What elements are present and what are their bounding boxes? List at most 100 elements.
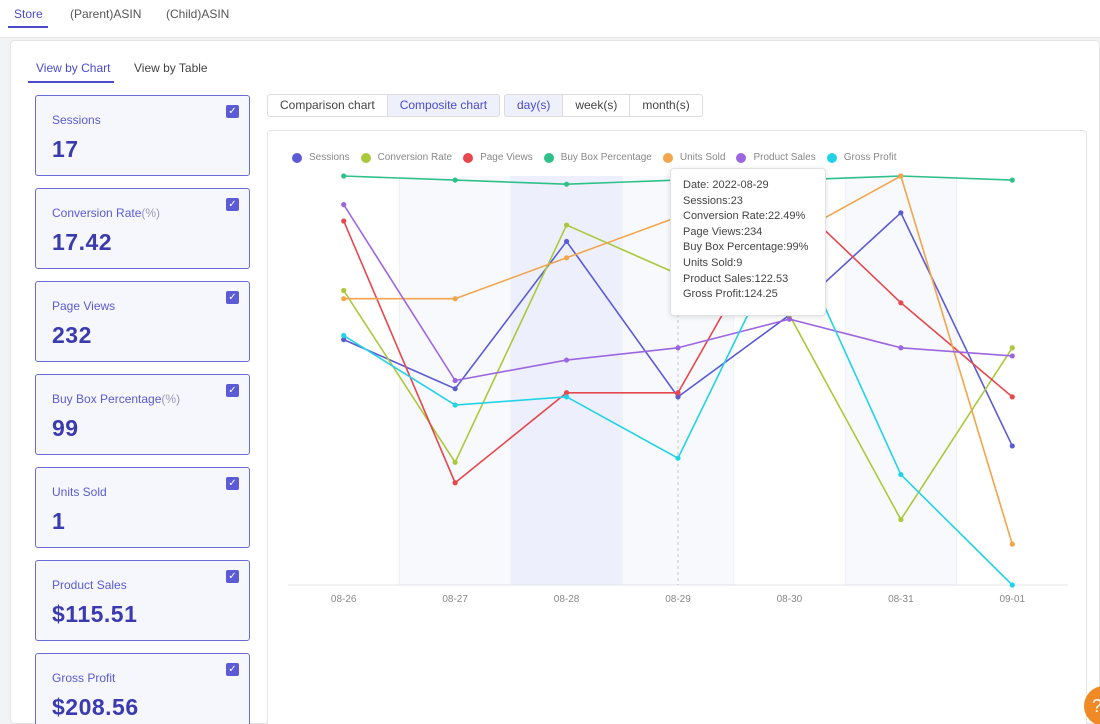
metric-card-page-views[interactable]: Page Views 232 ✓ xyxy=(35,281,250,362)
data-point-buy-box-percentage xyxy=(341,173,347,179)
tab-child-asin[interactable]: (Child)ASIN xyxy=(166,7,230,21)
data-point-conversion-rate xyxy=(452,459,458,465)
data-point-sessions xyxy=(452,386,458,392)
data-point-page-views xyxy=(898,300,904,306)
checkbox-checked-icon[interactable]: ✓ xyxy=(226,291,239,304)
metric-label: Page Views xyxy=(52,299,116,313)
legend-item[interactable]: Conversion Rate xyxy=(360,152,453,163)
metric-label: Conversion Rate(%) xyxy=(52,206,161,220)
tooltip-line: Product Sales:122.53 xyxy=(683,272,789,285)
legend-label: Buy Box Percentage xyxy=(560,152,652,163)
data-point-product-sales xyxy=(786,316,793,322)
legend-dot-icon xyxy=(826,152,837,163)
tab-view-by-table[interactable]: View by Table xyxy=(134,61,208,75)
data-point-units-sold xyxy=(452,296,458,302)
data-point-conversion-rate xyxy=(898,516,904,523)
data-point-product-sales xyxy=(675,345,681,351)
comparison-chart-button[interactable]: Comparison chart xyxy=(267,94,388,117)
line-chart[interactable]: 08-26 08-27 08-28 08-29 08-30 08-31 09-01 xyxy=(268,131,1088,724)
x-tick-label: 09-01 xyxy=(999,594,1025,605)
checkbox-checked-icon[interactable]: ✓ xyxy=(226,663,239,676)
data-point-gross-profit xyxy=(563,394,570,400)
tooltip-line: Buy Box Percentage:99% xyxy=(683,241,809,254)
legend-dot-icon xyxy=(463,152,474,163)
checkbox-checked-icon[interactable]: ✓ xyxy=(226,570,239,583)
metric-value: 232 xyxy=(52,322,92,348)
legend-label: Page Views xyxy=(480,152,533,163)
metric-value: 1 xyxy=(52,508,66,534)
x-tick-label: 08-30 xyxy=(777,594,803,605)
metric-card-product-sales[interactable]: Product Sales $115.51 ✓ xyxy=(35,560,250,641)
metric-card-buy-box-percentage[interactable]: Buy Box Percentage(%) 99 ✓ xyxy=(35,374,250,455)
main-panel: View by Chart View by Table Sessions 17 … xyxy=(10,40,1100,724)
checkbox-checked-icon[interactable]: ✓ xyxy=(226,198,239,211)
data-point-gross-profit xyxy=(675,455,681,461)
data-point-gross-profit xyxy=(452,402,458,408)
legend-label: Gross Profit xyxy=(843,152,897,163)
legend-dot-icon xyxy=(662,152,673,163)
metric-label: Units Sold xyxy=(52,485,107,499)
legend-item[interactable]: Product Sales xyxy=(736,152,816,163)
tooltip-line: Gross Profit:124.25 xyxy=(683,288,778,301)
month-button[interactable]: month(s) xyxy=(630,94,703,117)
tooltip-line: Date: 2022-08-29 xyxy=(683,179,769,191)
data-point-page-views xyxy=(675,390,681,396)
metric-card-units-sold[interactable]: Units Sold 1 ✓ xyxy=(35,467,250,548)
legend-item[interactable]: Sessions xyxy=(292,152,350,163)
legend-item[interactable]: Gross Profit xyxy=(826,152,897,163)
help-chat-icon[interactable]: ? xyxy=(1084,686,1100,724)
x-tick-label: 08-31 xyxy=(888,594,914,605)
chart-mode-toggle: Comparison chart Composite chart xyxy=(267,94,501,117)
active-tab-indicator xyxy=(8,26,48,28)
data-point-gross-profit xyxy=(898,471,904,478)
legend-label: Units Sold xyxy=(679,152,726,163)
metric-label: Buy Box Percentage(%) xyxy=(52,392,181,406)
metric-value: 17.42 xyxy=(52,229,113,255)
legend-dot-icon xyxy=(736,152,747,163)
data-point-gross-profit xyxy=(341,332,347,339)
tab-parent-asin[interactable]: (Parent)ASIN xyxy=(70,7,142,21)
checkbox-checked-icon[interactable]: ✓ xyxy=(226,105,239,118)
tab-view-by-chart[interactable]: View by Chart xyxy=(36,61,111,75)
data-point-conversion-rate xyxy=(1009,345,1015,351)
data-point-page-views xyxy=(341,218,347,224)
legend-dot-icon xyxy=(292,152,302,163)
week-button[interactable]: week(s) xyxy=(563,94,631,117)
metric-card-gross-profit[interactable]: Gross Profit $208.56 ✓ xyxy=(35,653,250,724)
tooltip-line: Sessions:23 xyxy=(683,194,743,207)
data-point-gross-profit xyxy=(1009,582,1015,588)
tooltip-line: Conversion Rate:22.49% xyxy=(683,210,806,223)
metric-label: Gross Profit xyxy=(52,671,116,685)
data-point-units-sold xyxy=(898,173,904,179)
data-point-units-sold xyxy=(563,255,570,261)
chart-legend: Sessions Conversion Rate Page Views Buy Box… xyxy=(292,152,908,163)
metric-value: 17 xyxy=(52,136,79,162)
metric-label: Sessions xyxy=(52,113,101,127)
data-point-product-sales xyxy=(563,357,570,363)
composite-chart-button[interactable]: Composite chart xyxy=(387,94,501,117)
legend-item[interactable]: Buy Box Percentage xyxy=(543,152,652,163)
legend-label: Sessions xyxy=(309,152,350,163)
metric-value: 99 xyxy=(52,415,79,441)
checkbox-checked-icon[interactable]: ✓ xyxy=(226,477,239,490)
legend-item[interactable]: Units Sold xyxy=(662,152,726,163)
data-point-page-views xyxy=(563,390,570,396)
metric-card-sessions[interactable]: Sessions 17 ✓ xyxy=(35,95,250,176)
data-point-buy-box-percentage xyxy=(1009,177,1015,183)
data-point-sessions xyxy=(675,394,681,400)
day-button[interactable]: day(s) xyxy=(504,94,564,117)
active-view-indicator xyxy=(28,81,114,83)
data-point-page-views xyxy=(1009,394,1015,400)
metric-label: Product Sales xyxy=(52,578,127,592)
checkbox-checked-icon[interactable]: ✓ xyxy=(226,384,239,397)
data-point-buy-box-percentage xyxy=(452,177,458,183)
top-tab-bar: Store (Parent)ASIN (Child)ASIN xyxy=(0,0,1100,38)
metric-card-conversion-rate[interactable]: Conversion Rate(%) 17.42 ✓ xyxy=(35,188,250,269)
metric-value: $208.56 xyxy=(52,694,139,720)
legend-item[interactable]: Page Views xyxy=(463,152,533,163)
tab-store[interactable]: Store xyxy=(14,7,43,21)
data-point-product-sales xyxy=(452,377,458,384)
x-tick-label: 08-27 xyxy=(442,594,468,605)
legend-label: Conversion Rate xyxy=(377,152,453,163)
data-point-conversion-rate xyxy=(563,222,570,228)
